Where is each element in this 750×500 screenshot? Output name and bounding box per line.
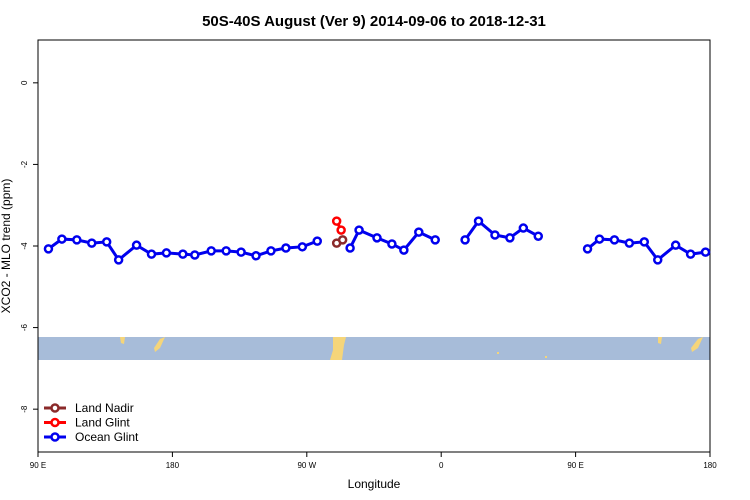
data-point	[337, 235, 348, 245]
data-point	[594, 234, 605, 244]
x-tick-label: 180	[166, 461, 180, 470]
legend-marker	[50, 403, 60, 413]
land	[691, 337, 703, 352]
land	[154, 337, 165, 352]
data-point	[312, 236, 323, 246]
data-point	[533, 231, 544, 241]
y-tick-label: 0	[20, 80, 29, 85]
data-point	[336, 225, 346, 235]
data-point	[387, 239, 397, 249]
data-point	[414, 227, 424, 237]
data-point	[345, 243, 355, 253]
ocean-band	[38, 337, 710, 360]
data-point	[372, 233, 382, 243]
data-point	[670, 240, 681, 250]
data-point	[251, 251, 261, 261]
data-point	[297, 242, 308, 252]
x-tick-label: 90 E	[567, 461, 583, 470]
data-point	[639, 237, 650, 247]
x-tick-label: 90 W	[297, 461, 316, 470]
land	[545, 356, 547, 358]
land	[330, 337, 346, 360]
y-tick-label: -4	[20, 242, 29, 250]
data-point	[399, 245, 409, 255]
data-point	[131, 240, 142, 250]
data-point	[101, 237, 112, 247]
land	[497, 352, 499, 354]
data-point	[624, 238, 635, 248]
data-point	[161, 248, 172, 258]
data-point	[87, 238, 97, 248]
data-point	[518, 223, 529, 233]
data-point	[206, 246, 216, 256]
data-point	[354, 225, 364, 235]
data-point	[685, 249, 696, 259]
chart-title: 50S-40S August (Ver 9) 2014-09-06 to 201…	[202, 13, 546, 30]
data-point	[700, 247, 711, 257]
legend-label: Land Nadir	[75, 401, 134, 415]
x-tick-label: 0	[439, 461, 444, 470]
y-tick-label: -2	[20, 160, 29, 168]
data-point	[505, 233, 515, 243]
data-point	[266, 246, 276, 256]
x-axis-label: Longitude	[348, 477, 401, 491]
data-point	[190, 250, 200, 260]
data-point	[236, 247, 246, 257]
y-tick-label: -8	[20, 405, 29, 413]
land	[120, 337, 125, 344]
x-tick-label: 180	[703, 461, 717, 470]
land	[658, 337, 662, 344]
data-point	[430, 235, 440, 245]
data-point	[460, 235, 470, 245]
y-tick-label: -6	[20, 323, 29, 331]
data-point	[146, 249, 157, 259]
data-point	[281, 243, 291, 253]
data-point	[473, 216, 484, 226]
legend-marker	[50, 432, 60, 442]
legend-label: Land Glint	[75, 416, 130, 430]
y-axis-label: XCO2 - MLO trend (ppm)	[0, 179, 13, 314]
data-point	[43, 244, 54, 254]
data-point	[490, 230, 500, 240]
x-tick-label: 90 E	[30, 461, 46, 470]
data-point	[72, 235, 82, 245]
data-point	[331, 216, 342, 226]
legend-marker	[50, 417, 60, 428]
legend-label: Ocean Glint	[75, 430, 139, 444]
map-band	[38, 337, 710, 360]
data-point	[609, 235, 620, 245]
data-point	[652, 255, 663, 265]
data-point	[221, 246, 231, 256]
data-point	[582, 244, 593, 254]
data-point	[113, 255, 124, 265]
data-point	[57, 234, 67, 244]
data-point	[178, 249, 188, 259]
